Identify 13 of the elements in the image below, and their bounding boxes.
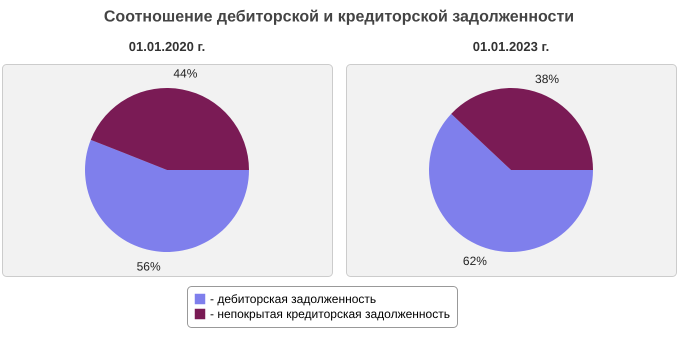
pie-slice	[451, 88, 593, 170]
data-label: 44%	[173, 66, 198, 81]
pie-slice	[429, 114, 593, 252]
pie-slice	[85, 140, 249, 252]
legend-label: - непокрытая кредиторская задолженность	[210, 307, 450, 321]
pie-slice	[90, 88, 249, 170]
legend-label: - дебиторская задолженность	[210, 292, 376, 306]
data-label: 56%	[136, 259, 161, 274]
chart-subtitle: 01.01.2020 г.	[128, 39, 206, 54]
chart-title: Соотношение дебиторской и кредиторской задолженности	[104, 8, 574, 26]
data-label: 62%	[462, 254, 488, 268]
data-label: 38%	[535, 72, 560, 86]
chart-subtitle: 01.01.2023 г.	[472, 39, 550, 54]
